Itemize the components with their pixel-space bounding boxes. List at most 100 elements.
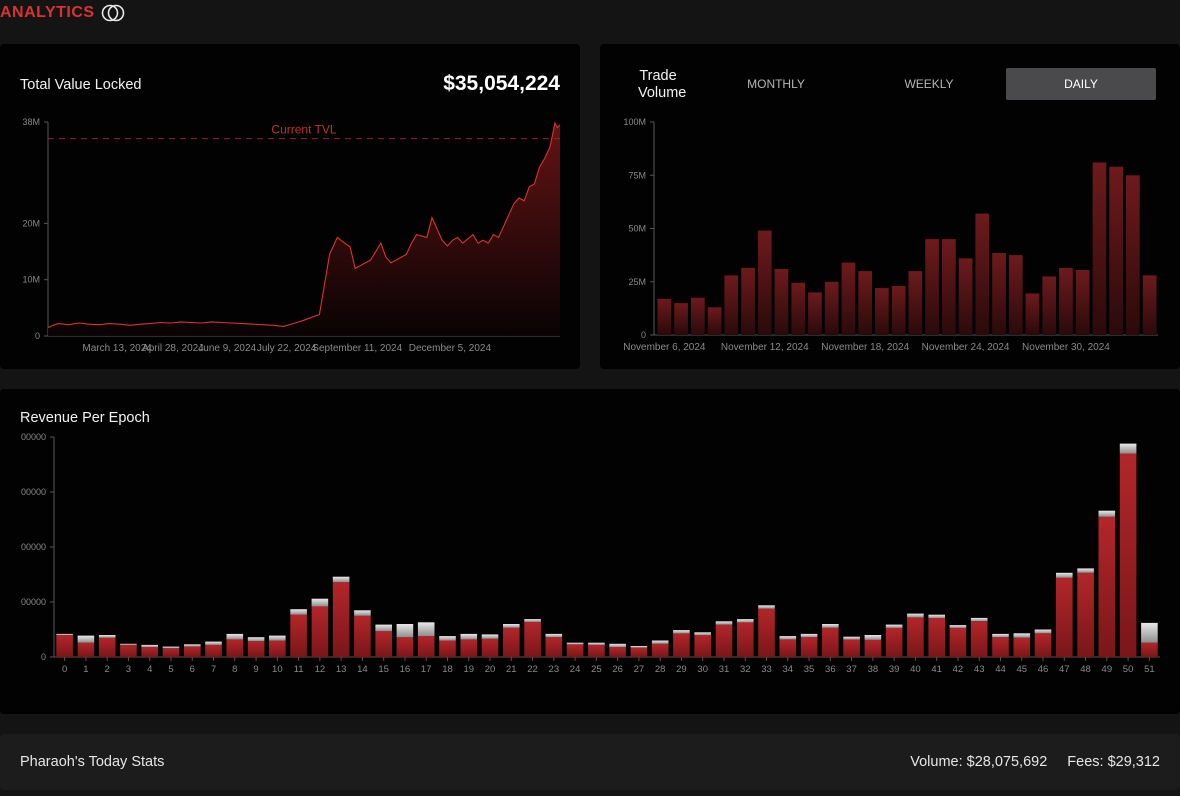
revenue-bar (992, 637, 1009, 657)
revenue-bar (524, 621, 541, 657)
revenue-bar-top (864, 635, 882, 640)
tab-weekly[interactable]: WEEKLY (904, 77, 954, 91)
revenue-x-tick-label: 13 (336, 664, 347, 675)
revenue-bar (864, 639, 882, 657)
revenue-x-tick-label: 50 (1123, 664, 1134, 675)
toggle-icon[interactable] (101, 4, 127, 22)
revenue-bar-top (1119, 443, 1137, 454)
revenue-bar-top (460, 633, 478, 640)
tvl-x-tick-label: September 11, 2024 (312, 343, 402, 354)
revenue-bar (162, 648, 180, 657)
revenue-x-tick-label: 15 (378, 664, 389, 675)
revenue-bar (566, 644, 584, 657)
volume-bar (841, 262, 856, 335)
volume-bar (925, 239, 939, 335)
page-header: ANALYTICS (0, 0, 1180, 26)
revenue-bar-top (375, 624, 392, 632)
revenue-bar (226, 639, 244, 657)
revenue-y-tick-label: 00000 (21, 597, 46, 607)
revenue-bar-top (503, 624, 520, 628)
volume-y-tick-label: 50M (628, 224, 646, 234)
revenue-bar (907, 617, 924, 657)
volume-bar (757, 230, 772, 335)
revenue-bar (779, 639, 797, 657)
revenue-bar-top (439, 636, 456, 641)
revenue-bar-top (545, 633, 563, 638)
revenue-x-tick-label: 51 (1144, 664, 1155, 675)
revenue-bar (56, 635, 73, 657)
revenue-bar (120, 644, 137, 657)
volume-bar (707, 307, 722, 335)
revenue-bar (715, 624, 733, 657)
revenue-bar-top (949, 625, 967, 628)
revenue-bar (651, 643, 669, 657)
tvl-x-tick-label: July 22, 2024 (257, 343, 317, 354)
revenue-x-tick-label: 29 (676, 664, 687, 675)
revenue-bar-top (1056, 572, 1073, 578)
volume-bar (1142, 275, 1157, 335)
tab-monthly[interactable]: MONTHLY (747, 77, 805, 91)
tvl-panel: Total Value Locked $35,054,224 0 10M 20M 38… (0, 44, 580, 369)
revenue-bar (885, 627, 903, 657)
revenue-x-tick-label: 1 (83, 664, 88, 675)
revenue-bar-top (226, 633, 244, 640)
revenue-bar-top (1098, 510, 1116, 517)
revenue-bar-top (928, 614, 945, 618)
revenue-bar-top (779, 636, 797, 640)
revenue-bar (737, 622, 754, 657)
revenue-x-tick-label: 19 (463, 664, 474, 675)
tvl-area (48, 123, 560, 336)
revenue-bar (949, 627, 967, 657)
volume-bar (741, 267, 755, 335)
volume-y-tick-label: 100M (623, 117, 646, 127)
revenue-x-tick-label: 16 (400, 664, 411, 675)
revenue-bar (1098, 516, 1116, 658)
revenue-x-tick-label: 40 (910, 664, 921, 675)
volume-panel: Trade Volume MONTHLY WEEKLY DAILY 0 25M 50… (600, 44, 1180, 369)
revenue-bar (1013, 637, 1031, 658)
revenue-x-tick-label: 9 (253, 664, 258, 675)
revenue-bar-top (524, 619, 541, 622)
revenue-bar-top (205, 641, 222, 645)
revenue-bar (545, 637, 563, 657)
revenue-bar (481, 638, 499, 657)
revenue-bar (609, 647, 626, 657)
volume-bar (691, 297, 705, 335)
volume-bar (1008, 255, 1023, 335)
revenue-x-tick-label: 11 (294, 664, 304, 675)
revenue-x-tick-label: 22 (527, 664, 538, 675)
revenue-x-tick-label: 46 (1038, 664, 1049, 675)
revenue-x-tick-label: 47 (1059, 664, 1070, 675)
revenue-bar-top (184, 644, 201, 647)
revenue-bar (77, 642, 95, 657)
revenue-bar-top (481, 634, 499, 639)
revenue-bar (588, 644, 605, 657)
revenue-bar-top (566, 642, 584, 645)
volume-bar (808, 292, 822, 335)
tvl-y-tick-label: 38M (22, 117, 40, 127)
revenue-x-tick-label: 0 (62, 664, 67, 675)
revenue-bar-top (269, 635, 286, 641)
revenue-bar-top (141, 644, 158, 648)
revenue-bar (439, 640, 456, 657)
revenue-x-tick-label: 43 (974, 664, 985, 675)
revenue-x-tick-label: 38 (868, 664, 879, 675)
revenue-bar-top (396, 624, 414, 638)
tab-daily[interactable]: DAILY (1006, 68, 1156, 100)
revenue-bar-top (843, 636, 860, 640)
revenue-bar-top (758, 605, 775, 609)
revenue-bar-top (992, 633, 1009, 638)
revenue-bar (970, 621, 988, 658)
revenue-bar (1077, 572, 1094, 657)
volume-bar (791, 282, 806, 335)
revenue-bar-top (588, 642, 605, 645)
revenue-x-tick-label: 45 (1016, 664, 1027, 675)
revenue-x-tick-label: 49 (1102, 664, 1113, 675)
revenue-bar (928, 617, 945, 657)
volume-title: Trade Volume (638, 68, 687, 101)
volume-x-tick-label: November 12, 2024 (721, 342, 809, 353)
volume-bar (774, 269, 789, 335)
volume-bar (908, 271, 923, 335)
revenue-x-tick-label: 37 (846, 664, 857, 675)
revenue-bar (1034, 633, 1052, 657)
